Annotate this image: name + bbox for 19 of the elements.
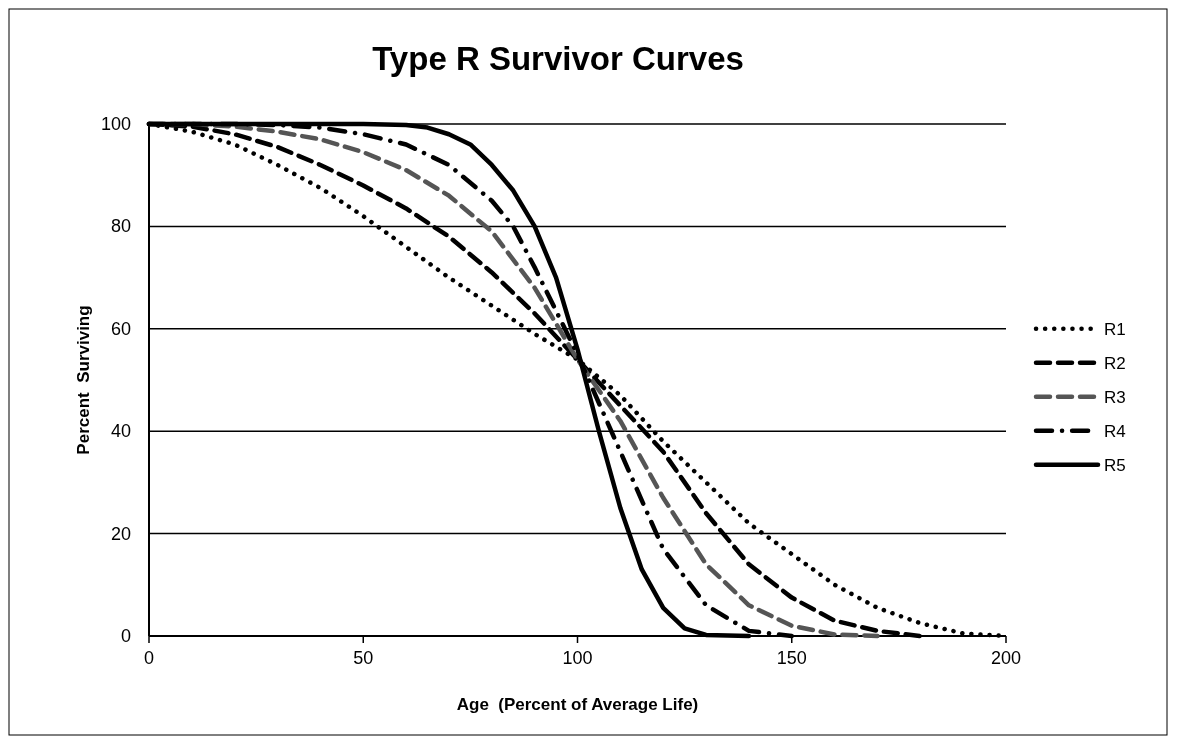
y-tick-label: 20 xyxy=(110,523,131,544)
y-tick-label: 0 xyxy=(120,626,131,646)
y-tick-label: 80 xyxy=(110,216,131,237)
legend-label: R3 xyxy=(1104,387,1126,407)
legend-label: R1 xyxy=(1104,319,1126,339)
x-tick-label: 100 xyxy=(562,648,593,668)
y-tick-label: 100 xyxy=(100,114,131,134)
y-tick-label: 60 xyxy=(110,318,131,339)
legend-label: R4 xyxy=(1104,421,1126,441)
legend-label: R5 xyxy=(1104,455,1126,475)
chart-title: Type R Survivor Curves xyxy=(372,40,744,77)
x-tick-label: 0 xyxy=(143,648,155,668)
legend-label: R2 xyxy=(1104,353,1126,373)
x-tick-label: 50 xyxy=(353,648,374,668)
x-axis-title: Age (Percent of Average Life) xyxy=(456,695,699,714)
x-tick-label: 200 xyxy=(990,648,1022,668)
y-axis-title: Percent Surviving xyxy=(74,305,93,455)
y-tick-label: 40 xyxy=(110,421,131,442)
x-tick-label: 150 xyxy=(776,648,807,668)
